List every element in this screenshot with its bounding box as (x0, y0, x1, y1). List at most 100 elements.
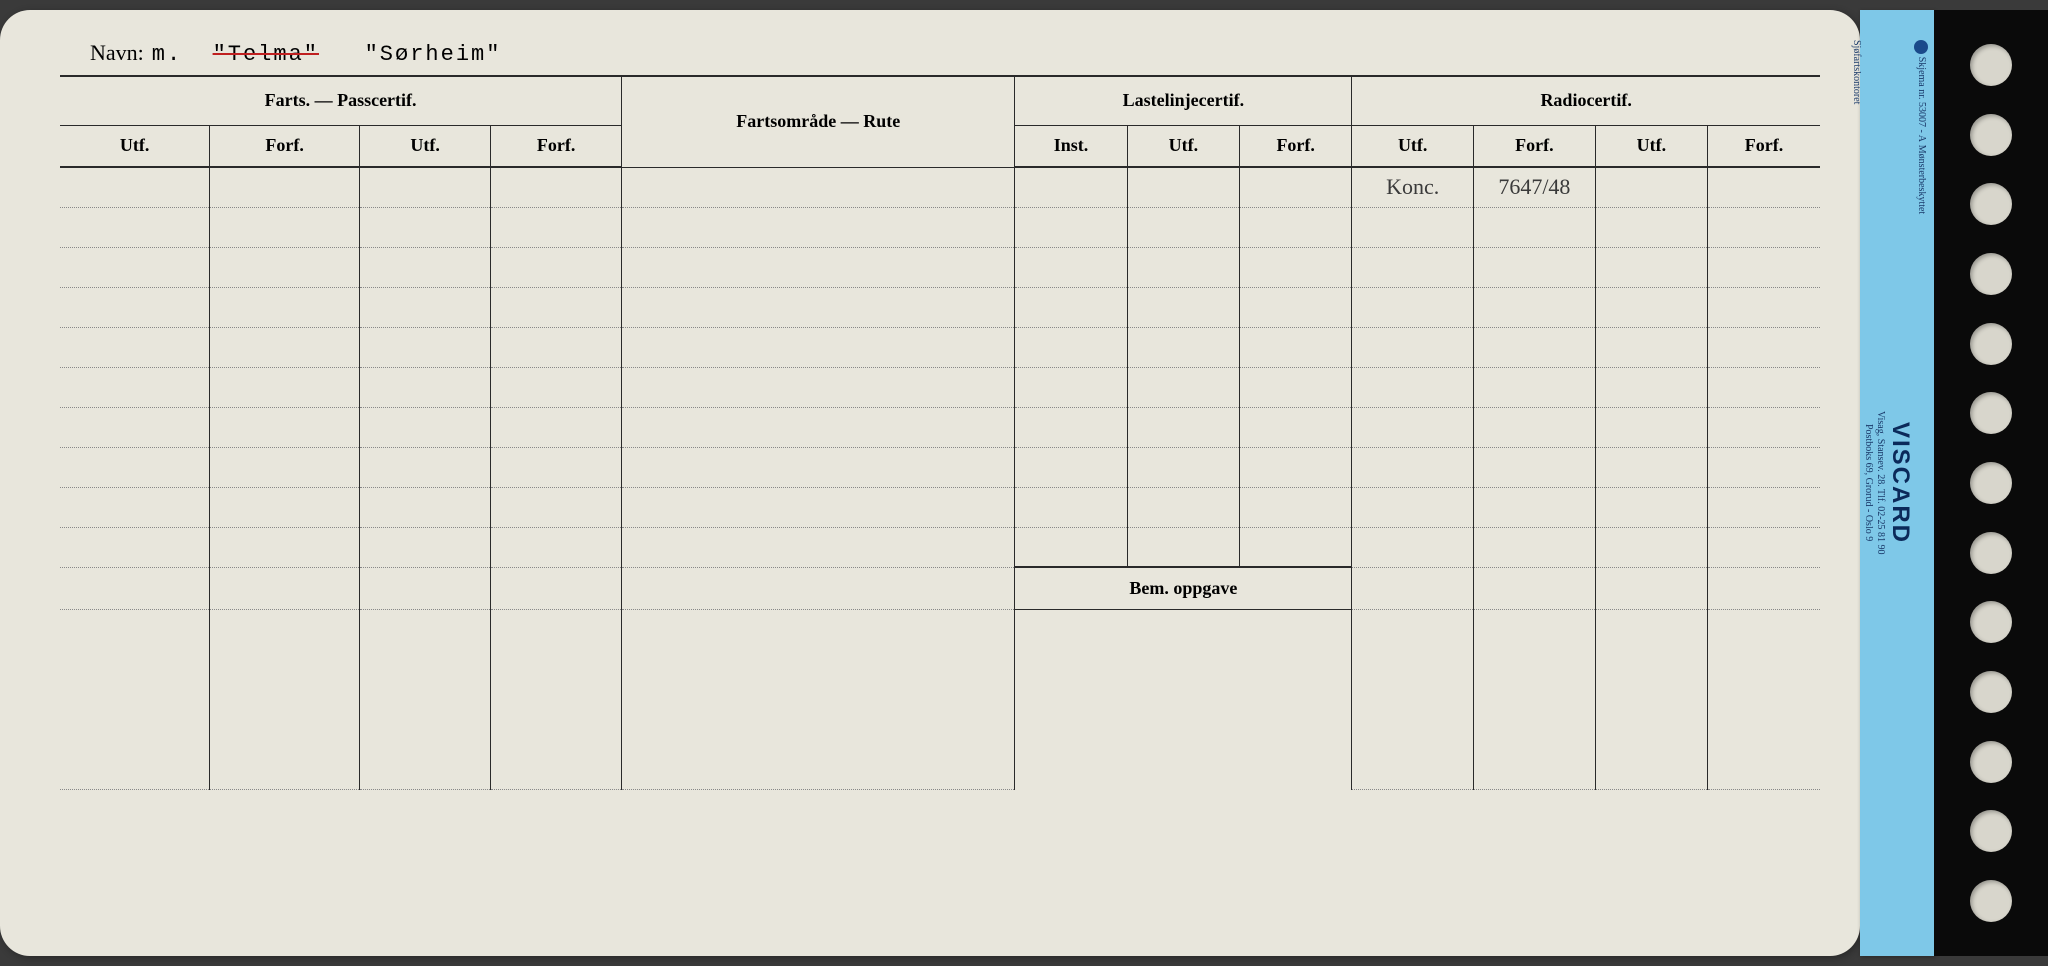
cell (1595, 327, 1707, 367)
cell (360, 287, 491, 327)
name-struck: "Telma" (213, 42, 319, 67)
cell (1127, 207, 1239, 247)
cell (1595, 487, 1707, 527)
cell (360, 407, 491, 447)
cell (1352, 207, 1474, 247)
cell (210, 487, 360, 527)
tab-bottom-text: Sjøfartskontoret (1851, 40, 1862, 104)
name-spacer (182, 42, 212, 67)
cell (1127, 447, 1239, 487)
sub-fp-forf1: Forf. (210, 125, 360, 167)
tab-middle-group: VISCARD Visag, Stansev. 28. Tlf. 02-25 8… (1862, 40, 1914, 926)
cell (1708, 407, 1820, 447)
sub-radio-utf1: Utf. (1352, 125, 1474, 167)
cell (1352, 447, 1474, 487)
cell-empty (622, 567, 1015, 609)
cell (60, 247, 210, 287)
cell (1474, 487, 1596, 527)
cell (1240, 447, 1352, 487)
cell (1015, 167, 1127, 207)
name-row: Navn: m. "Telma" "Sørheim" (60, 40, 1820, 67)
cell-empty (210, 609, 360, 789)
bem-body-row (60, 609, 1820, 789)
cell-empty (1708, 609, 1820, 789)
table-row: Konc.7647/48 (60, 167, 1820, 207)
cell (1015, 367, 1127, 407)
cell (1708, 167, 1820, 207)
cell (1708, 207, 1820, 247)
cell (491, 527, 622, 567)
cell (622, 447, 1015, 487)
cell (1595, 247, 1707, 287)
cell (1127, 407, 1239, 447)
main-table: Farts. — Passcertif. Fartsområde — Rute … (60, 77, 1820, 790)
cell (210, 367, 360, 407)
cell (360, 327, 491, 367)
cell (622, 247, 1015, 287)
tab-protected: Mønsterbeskyttet (1916, 145, 1927, 214)
cell (60, 207, 210, 247)
cell (1708, 487, 1820, 527)
cell (1474, 247, 1596, 287)
cell (1127, 367, 1239, 407)
cell (60, 327, 210, 367)
cell (1127, 287, 1239, 327)
cell-empty (210, 567, 360, 609)
table-row (60, 367, 1820, 407)
cell (1708, 447, 1820, 487)
punch-strip (1934, 10, 2048, 956)
cell-empty (1474, 567, 1596, 609)
cell (1352, 527, 1474, 567)
name-label: Navn: (90, 40, 144, 66)
cell (1708, 247, 1820, 287)
tab-top-group: Skjema nr. 53007 - A Mønsterbeskyttet (1914, 40, 1928, 926)
header-laste: Lastelinjecertif. (1015, 77, 1352, 125)
cell (360, 447, 491, 487)
table-row (60, 327, 1820, 367)
cell (210, 527, 360, 567)
cell (491, 487, 622, 527)
cell (1240, 527, 1352, 567)
cell (491, 367, 622, 407)
sub-radio-utf2: Utf. (1595, 125, 1707, 167)
cell (210, 247, 360, 287)
cell-empty (491, 609, 622, 789)
punch-hole (1970, 880, 2012, 922)
cell (491, 247, 622, 287)
name-current: "Sørheim" (365, 42, 502, 67)
tab-addr1: Visag, Stansev. 28. Tlf. 02-25 81 90 (1875, 411, 1886, 555)
cell-empty (1595, 609, 1707, 789)
cell (60, 487, 210, 527)
sub-laste-inst: Inst. (1015, 125, 1127, 167)
cell (1015, 407, 1127, 447)
cell-radio-forf1: 7647/48 (1474, 167, 1596, 207)
table-row (60, 287, 1820, 327)
table-row (60, 527, 1820, 567)
cell (491, 167, 622, 207)
cell (622, 407, 1015, 447)
cell (1595, 527, 1707, 567)
cell (1474, 207, 1596, 247)
cell (622, 207, 1015, 247)
name-spacer2 (319, 42, 365, 67)
cell (622, 487, 1015, 527)
cell (622, 327, 1015, 367)
cell (1240, 167, 1352, 207)
cell (491, 207, 622, 247)
punch-hole (1970, 253, 2012, 295)
cell (1240, 287, 1352, 327)
header-rute: Fartsområde — Rute (622, 77, 1015, 167)
punch-hole (1970, 392, 2012, 434)
cell (491, 327, 622, 367)
punch-hole (1970, 323, 2012, 365)
cell (1595, 367, 1707, 407)
cell (1240, 207, 1352, 247)
cell-radio-utf1: Konc. (1352, 167, 1474, 207)
cell (1015, 327, 1127, 367)
bem-header-row: Bem. oppgave (60, 567, 1820, 609)
cell (1015, 487, 1127, 527)
sub-laste-utf: Utf. (1127, 125, 1239, 167)
cell-empty (360, 609, 491, 789)
cell-empty (1352, 609, 1474, 789)
cell (210, 447, 360, 487)
